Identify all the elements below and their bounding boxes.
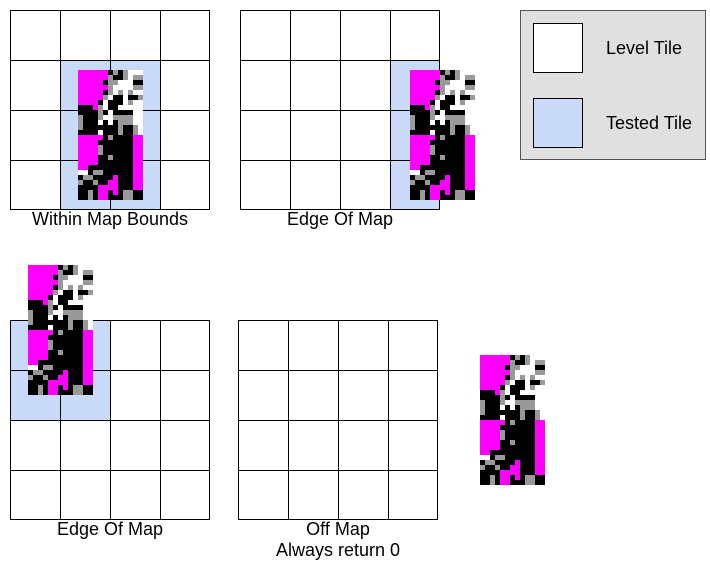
caption-within-bounds: Within Map Bounds [31,209,189,229]
level-tile [110,420,161,471]
level-tile [10,160,61,210]
level-tile [290,110,341,161]
level-tile [338,370,389,421]
level-tile [160,420,210,471]
level-tile [238,320,289,371]
level-tile [110,10,161,61]
level-tile [110,320,161,371]
level-tile [390,10,440,61]
level-tile [110,370,161,421]
legend-swatch-level-tile [533,23,583,73]
caption-edge-top: Edge Of Map [56,519,164,539]
level-tile [340,160,391,210]
legend-label-tested-tile: Tested Tile [606,113,693,133]
level-tile [160,370,210,421]
level-tile [160,470,210,520]
level-tile [338,420,389,471]
level-tile [10,470,61,520]
legend-swatch-tested-tile [533,98,583,148]
level-tile [10,420,61,471]
level-tile [290,10,341,61]
level-tile [288,320,339,371]
caption-off-map-title: Off Map [306,519,370,539]
level-tile [338,320,389,371]
level-tile [388,370,438,421]
level-tile [340,10,391,61]
level-tile [338,470,389,520]
level-tile [288,470,339,520]
legend: Level Tile Tested Tile [520,10,706,160]
caption-off-map-note: Always return 0 [275,540,401,560]
level-tile [160,10,210,61]
level-tile [160,320,210,371]
level-tile [238,370,289,421]
level-tile [240,160,291,210]
level-tile [160,60,210,111]
level-tile [110,470,161,520]
sprite-icon-edge-right [410,70,475,200]
map-grid-off-map [238,320,438,520]
level-tile [388,470,438,520]
caption-off-map: Off Map Always return 0 [238,519,438,561]
level-tile [288,370,339,421]
sprite-icon-edge-top [28,265,93,395]
level-tile [240,60,291,111]
level-tile [238,470,289,520]
level-tile [10,10,61,61]
level-tile [238,420,289,471]
level-tile [290,160,341,210]
level-tile [240,10,291,61]
caption-edge-right: Edge Of Map [286,209,394,229]
sprite-icon-off-map [480,355,545,485]
sprite-icon-within [78,70,143,200]
level-tile [160,110,210,161]
level-tile [340,60,391,111]
level-tile [60,10,111,61]
level-tile [388,420,438,471]
level-tile [10,110,61,161]
level-tile [388,320,438,371]
level-tile [10,60,61,111]
level-tile [60,470,111,520]
level-tile [60,420,111,471]
level-tile [288,420,339,471]
legend-label-level-tile: Level Tile [606,38,683,58]
level-tile [290,60,341,111]
level-tile [340,110,391,161]
level-tile [240,110,291,161]
level-tile [160,160,210,210]
